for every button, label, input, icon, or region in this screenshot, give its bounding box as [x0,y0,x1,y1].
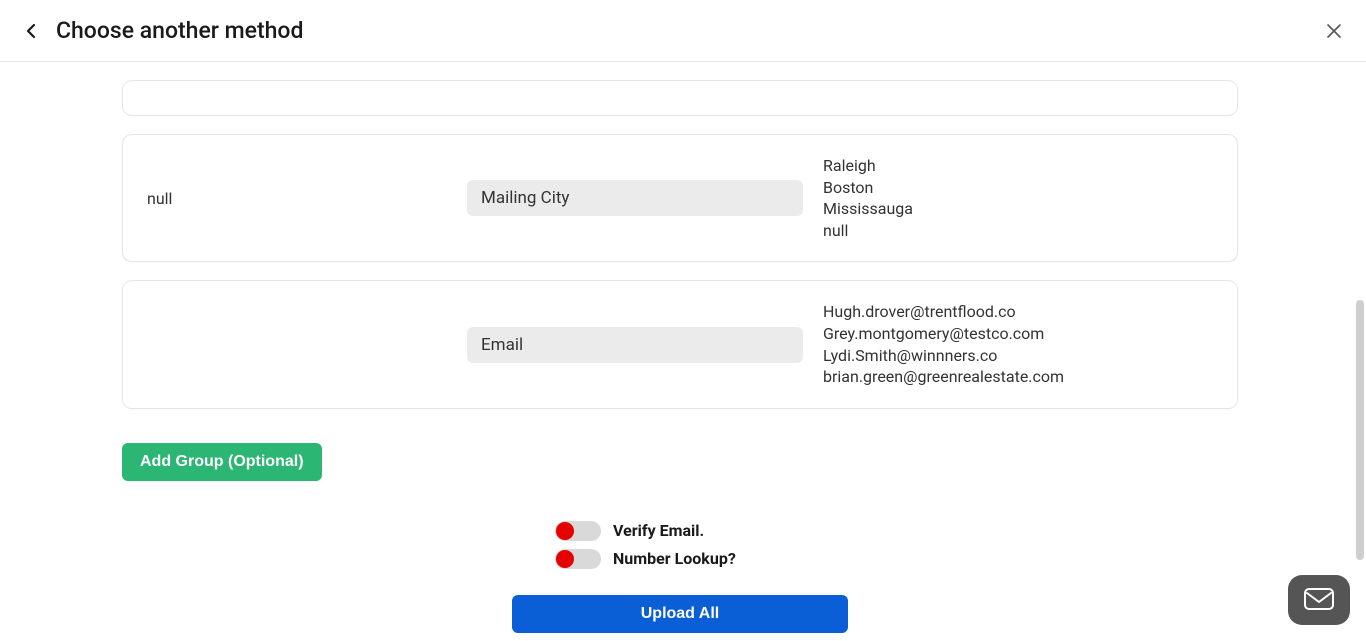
source-column-label: null [147,189,467,208]
field-select-wrap: Mailing City [467,180,807,216]
sample-value: Hugh.drover@trentflood.co [823,301,1213,323]
verify-email-toggle[interactable] [555,521,601,541]
sample-value: Boston [823,177,1213,199]
toggle-knob [556,522,574,540]
mapping-card-partial [122,80,1238,116]
sample-values-email: Hugh.drover@trentflood.co Grey.montgomer… [807,301,1213,387]
close-icon[interactable] [1322,19,1346,43]
scrollbar-thumb[interactable] [1356,300,1364,560]
sample-value: brian.green@greenrealestate.com [823,366,1213,388]
header-left: Choose another method [20,17,303,44]
verify-email-label: Verify Email. [613,521,704,540]
number-lookup-label: Number Lookup? [613,549,736,568]
field-select-wrap: Email [467,327,807,363]
mapping-card-city: null Mailing City Raleigh Boston Mississ… [122,134,1238,262]
toggle-row-number-lookup: Number Lookup? [555,549,805,569]
modal-header: Choose another method [0,0,1366,62]
mapping-card-email: Email Hugh.drover@trentflood.co Grey.mon… [122,280,1238,408]
toggle-row-verify-email: Verify Email. [555,521,805,541]
toggles-section: Verify Email. Number Lookup? Upload All [122,521,1238,633]
number-lookup-toggle[interactable] [555,549,601,569]
mail-icon [1304,588,1334,612]
field-select-email[interactable]: Email [467,327,803,363]
content-area: null Mailing City Raleigh Boston Mississ… [0,62,1366,641]
form-wrap: null Mailing City Raleigh Boston Mississ… [122,80,1238,633]
sample-value: Lydi.Smith@winnners.co [823,345,1213,367]
upload-all-button[interactable]: Upload All [512,595,848,633]
add-group-button[interactable]: Add Group (Optional) [122,443,322,481]
sample-value: Grey.montgomery@testco.com [823,323,1213,345]
sample-value: null [823,220,1213,242]
field-select-city[interactable]: Mailing City [467,180,803,216]
back-icon[interactable] [20,20,42,42]
chat-widget[interactable] [1288,575,1350,625]
sample-values-city: Raleigh Boston Mississauga null [807,155,1213,241]
sample-value: Raleigh [823,155,1213,177]
sample-value: Mississauga [823,198,1213,220]
page-title: Choose another method [56,17,303,44]
toggle-knob [556,550,574,568]
